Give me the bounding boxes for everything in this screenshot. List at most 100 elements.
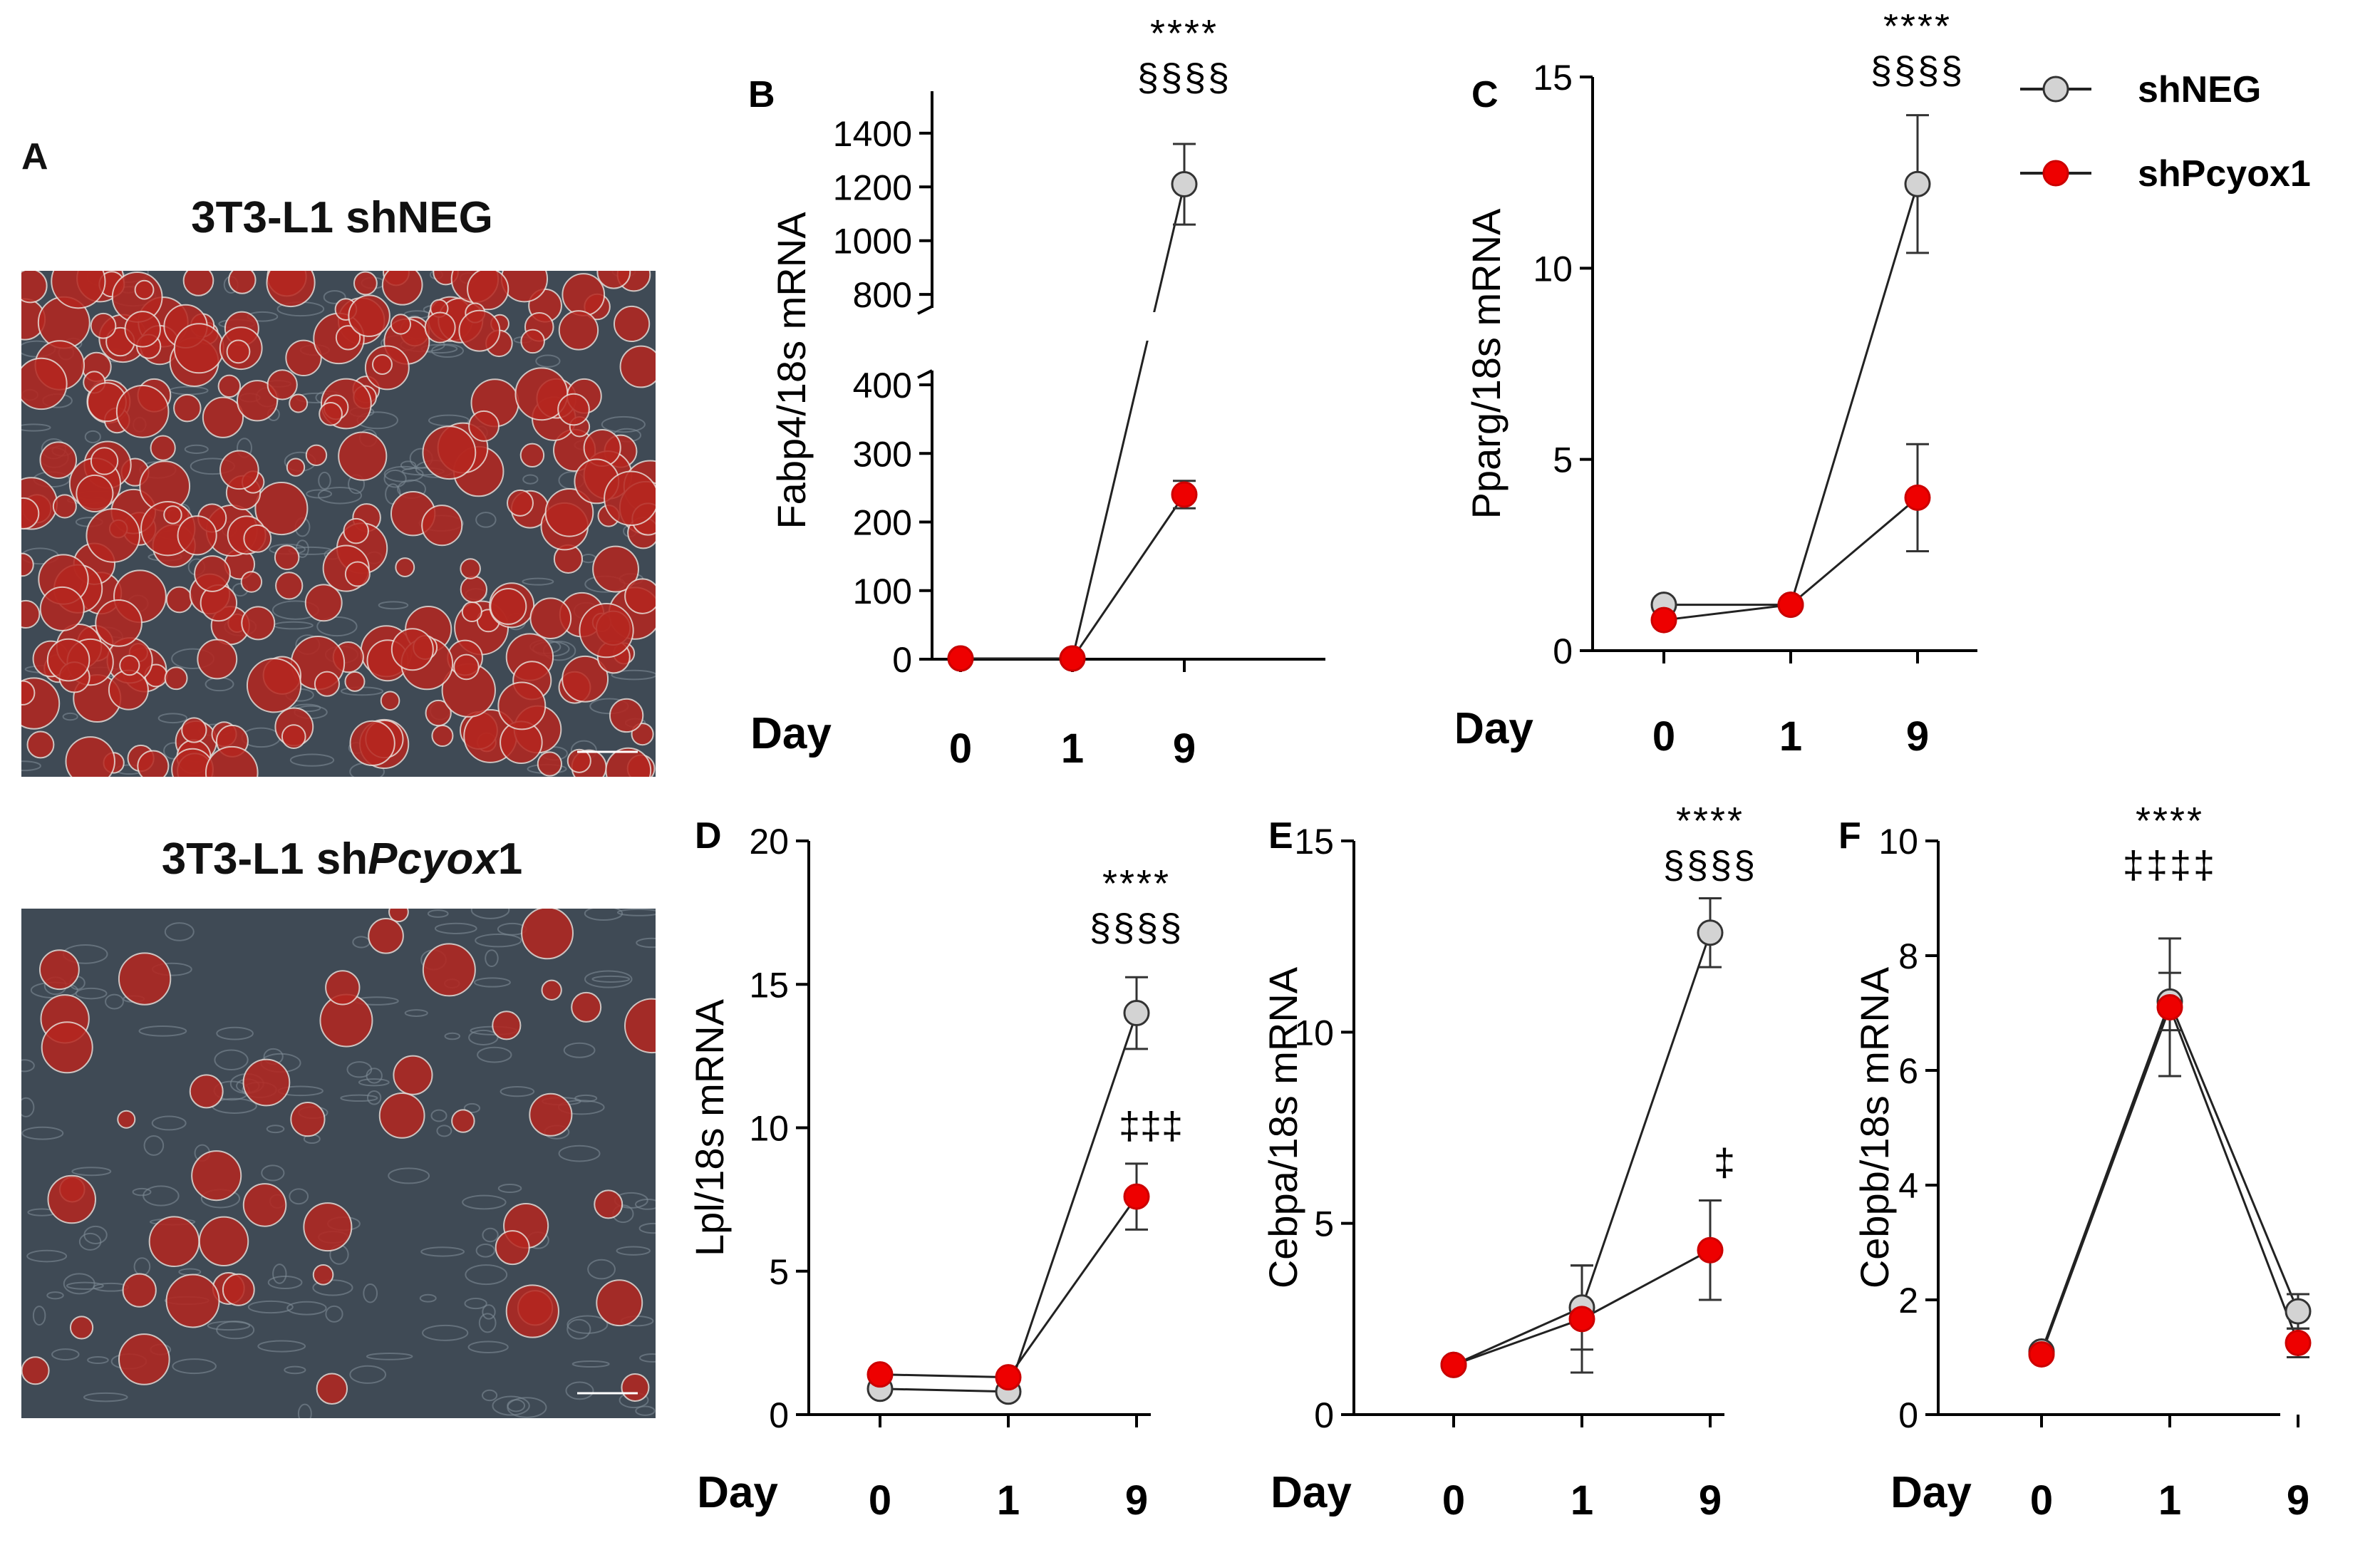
significance-label-b: **** (1150, 14, 1219, 55)
micrograph-lipid-cell (378, 1092, 425, 1139)
micrograph-lipid-cell (21, 271, 48, 304)
micrograph-fibroblast (507, 1399, 526, 1412)
micrograph-lipid-cell (613, 305, 651, 343)
micrograph-lipid-cell (492, 1011, 522, 1040)
micrograph-lipid-cell (217, 374, 242, 398)
x-tick-label-f: 0 (2030, 1477, 2053, 1524)
micrograph-lipid-cell (69, 1316, 94, 1340)
significance-label-d: §§§§ (1090, 906, 1184, 949)
x-axis-title-d: Day (697, 1468, 778, 1517)
data-point-shpcyox1-d (995, 1364, 1022, 1391)
micrograph-lipid-cell (285, 339, 322, 377)
micrograph-lipid-cell (393, 1055, 433, 1095)
micrograph-lipid-cell (312, 1264, 334, 1286)
micrograph-fibroblast (463, 1102, 481, 1113)
x-tick-label-d: 1 (997, 1477, 1020, 1524)
micrograph-lipid-cell (592, 545, 639, 593)
y-tick-label-b: 1200 (833, 167, 912, 207)
micrograph-lipid-cell (453, 653, 480, 681)
micrograph-lipid-cell (505, 1284, 559, 1338)
micrograph-fibroblast (638, 1222, 656, 1234)
micrograph-fibroblast (21, 1126, 64, 1140)
micrograph-shneg (21, 271, 656, 777)
y-tick-label-f: 0 (1898, 1395, 1918, 1435)
significance-label-e: **** (1676, 800, 1744, 842)
significance-label-e: ‡ (1714, 1141, 1735, 1184)
micrograph-lipid-cell (39, 586, 85, 631)
micrograph-shpcyox1 (21, 909, 656, 1418)
chart-panel-b: B 0 100 200 300 400 800 1000 1200 1400 0 1 9 Day Fabp4… (748, 14, 1325, 772)
y-tick-label-c: 15 (1533, 58, 1573, 98)
micrograph-fibroblast (66, 1281, 104, 1290)
micrograph-lipid-cell (594, 1189, 624, 1219)
micrograph-lipid-cell (353, 271, 378, 296)
micrograph-fibroblast (247, 1300, 294, 1314)
significance-label-b: §§§§ (1137, 56, 1231, 99)
micrograph-fibroblast (535, 354, 561, 368)
data-point-shpcyox1-e (1440, 1351, 1467, 1378)
micrograph-lipid-cell (205, 745, 259, 777)
micrograph-bottom-title-prefix: 3T3-L1 sh (161, 835, 368, 884)
axis-break-gap-b (1119, 312, 1161, 341)
micrograph-lipid-cell (344, 671, 366, 692)
micrograph-top-title: 3T3-L1 shNEG (191, 193, 493, 242)
micrograph-fibroblast (172, 1358, 217, 1375)
y-tick-label-f: 2 (1898, 1281, 1918, 1321)
significance-label-e: §§§§ (1663, 844, 1757, 887)
micrograph-lipid-cell (421, 505, 463, 547)
micrograph-fibroblast (32, 1306, 46, 1326)
micrograph-fibroblast (482, 1227, 499, 1243)
micrograph-lipid-cell (134, 279, 155, 300)
series-line-shneg-b (961, 184, 1186, 660)
data-point-shneg-e (1697, 919, 1724, 946)
micrograph-lipid-cell (275, 572, 304, 600)
significance-label-c: §§§§ (1871, 49, 1965, 92)
micrograph-lipid-cell (316, 1373, 348, 1405)
micrograph-fibroblast (184, 444, 209, 454)
micrograph-lipid-cell (497, 681, 547, 730)
micrograph-fibroblast (261, 1164, 285, 1182)
micrograph-lipid-cell (596, 271, 631, 289)
micrograph-lipid-cell (274, 544, 300, 570)
micrograph-lipid-cell (197, 639, 238, 680)
significance-label-f: **** (2136, 800, 2204, 842)
micrograph-fibroblast (62, 712, 78, 721)
micrograph-fibroblast (465, 1264, 508, 1286)
micrograph-fibroblast (105, 993, 124, 1010)
panel-d-letter: D (695, 815, 722, 857)
micrograph-fibroblast (419, 1293, 437, 1303)
micrograph-fibroblast (616, 1246, 651, 1256)
micrograph-lipid-cell (191, 1150, 242, 1202)
y-tick-label-e: 0 (1314, 1395, 1334, 1435)
micrograph-lipid-cell (544, 487, 594, 537)
micrograph-lipid-cell (119, 655, 140, 676)
micrograph-fibroblast (601, 415, 646, 433)
micrograph-lipid-cell (566, 748, 591, 773)
micrograph-fibroblast (497, 1184, 522, 1194)
micrograph-lipid-cell (460, 575, 488, 604)
micrograph-lipid-cell (579, 602, 634, 658)
micrograph-fibroblast (84, 430, 101, 444)
micrograph-lipid-cell (521, 909, 574, 960)
legend: shNEG shPcyox1 (2020, 69, 2311, 195)
y-axis-title-b: Fabp4/18s mRNA (769, 212, 814, 529)
micrograph-fibroblast (312, 1279, 353, 1296)
micrograph-lipid-cell (390, 628, 434, 671)
micrograph-fibroblast (21, 423, 51, 432)
micrograph-lipid-cell (388, 909, 409, 923)
x-tick-label-b: 9 (1173, 725, 1196, 772)
micrograph-fibroblast (151, 1115, 187, 1131)
micrograph-fibroblast (430, 1109, 447, 1122)
micrograph-fibroblast (289, 1188, 309, 1205)
micrograph-fibroblast (616, 909, 656, 916)
micrograph-lipid-cell (198, 1216, 249, 1267)
micrograph-fibroblast (388, 1167, 430, 1184)
micrograph-fibroblast (138, 1025, 187, 1037)
micrograph-fibroblast (51, 1348, 80, 1360)
micrograph-lipid-cell (38, 949, 80, 991)
micrograph-fibroblast (566, 1315, 609, 1334)
micrograph-fibroblast (75, 987, 108, 1000)
micrograph-lipid-cell (194, 555, 231, 592)
micrograph-fibroblast (574, 1094, 598, 1102)
micrograph-lipid-cell (424, 311, 456, 343)
